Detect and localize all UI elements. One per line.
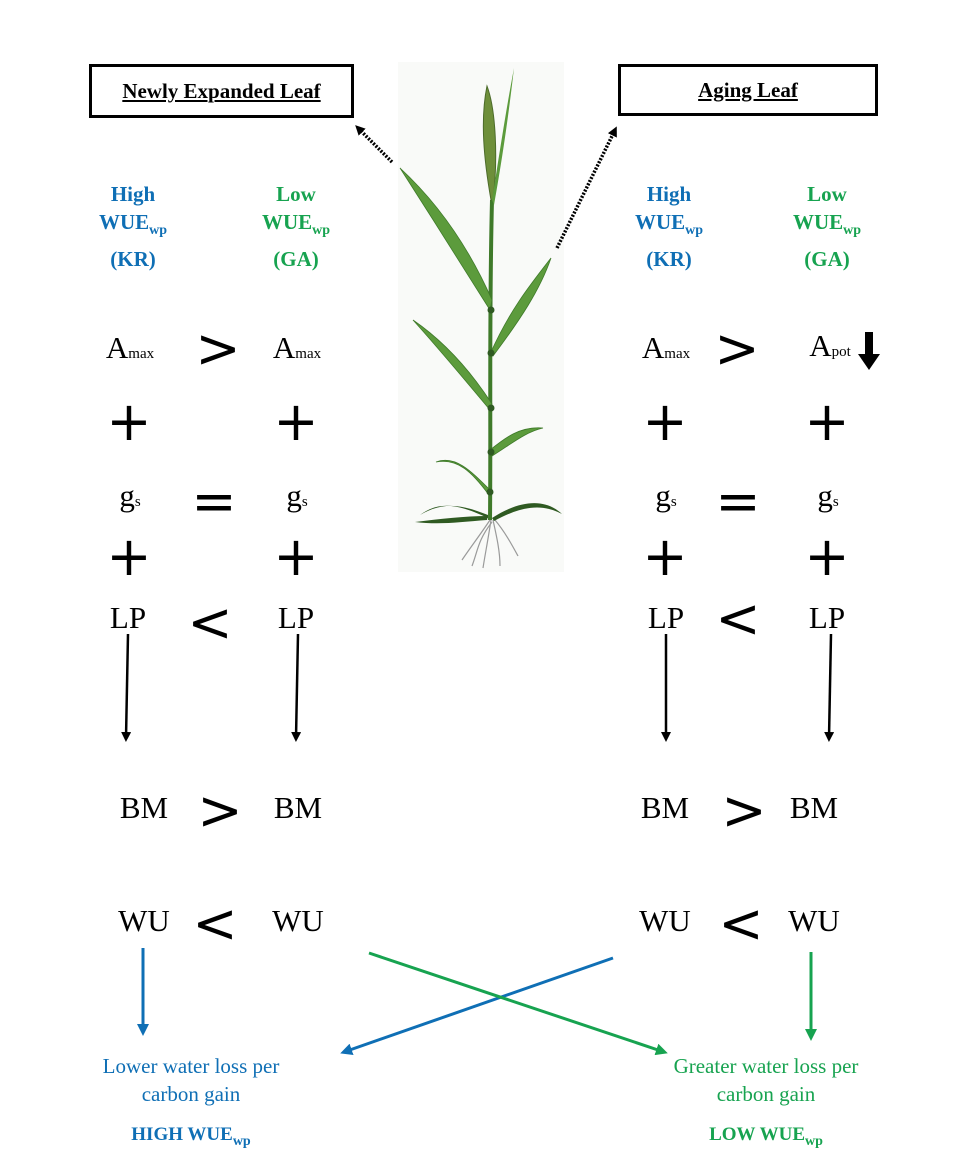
header-low-wue: WUEwp: [261, 210, 331, 239]
operator-less-lp-left: <: [187, 591, 233, 654]
operator-greater-amax-right: >: [714, 317, 760, 380]
grass-plant-illustration: [398, 62, 564, 572]
operator-less-lp-right: <: [715, 587, 761, 650]
amax-term-2: Amax: [272, 330, 322, 365]
plus-sign: +: [106, 390, 152, 453]
outcome-arrow-blue-cross: [340, 956, 614, 1056]
outcome-lower-water-loss: Lower water loss per carbon gain: [102, 1054, 280, 1106]
amax-term-1: Amax: [105, 330, 155, 365]
lp-term-1: LP: [109, 600, 147, 635]
header-high-line1: High: [646, 182, 692, 206]
header-high-wue-right: High WUEwp (KR): [609, 180, 729, 273]
lp-to-bm-arrow-2: [291, 633, 302, 742]
pointer-arrow-right: [555, 126, 617, 249]
gs-term-2: gs: [286, 478, 308, 513]
gs-term-4: gs: [817, 478, 839, 513]
outcome-high-wue: HIGH WUEwp: [131, 1124, 251, 1149]
header-high-line3: (KR): [110, 247, 156, 272]
gs-term-3: gs: [655, 478, 677, 513]
wu-term-2: WU: [272, 903, 324, 938]
title-aging-leaf-text: Aging Leaf: [698, 77, 798, 102]
operator-less-wu-right: <: [718, 892, 764, 955]
down-arrow-icon: [858, 332, 880, 370]
gs-term-1: gs: [119, 478, 141, 513]
lp-term-2: LP: [277, 600, 315, 635]
header-high-wue: WUEwp: [98, 210, 168, 239]
operator-equal-left: =: [191, 470, 237, 533]
outcome-low-wue: LOW WUEwp: [709, 1124, 823, 1149]
operator-greater-bm-left: >: [197, 779, 243, 842]
operator-equal-right: =: [715, 470, 761, 533]
bm-term-1: BM: [119, 790, 169, 825]
pointer-arrow-left: [355, 125, 394, 164]
title-newly-expanded-leaf: Newly Expanded Leaf: [89, 64, 354, 118]
wu-term-3: WU: [639, 903, 691, 938]
outcome-greater-water-loss: Greater water loss per carbon gain: [673, 1054, 859, 1106]
header-high-wue: WUEwp: [634, 210, 704, 239]
operator-greater-bm-right: >: [721, 779, 767, 842]
header-high-wue-left: High WUEwp (KR): [73, 180, 193, 273]
outcome-arrow-green-cross: [368, 951, 668, 1056]
plus-sign: +: [804, 525, 850, 588]
header-low-line3: (GA): [804, 247, 850, 272]
title-aging-leaf: Aging Leaf: [618, 64, 878, 116]
plus-sign: +: [273, 525, 319, 588]
header-low-line1: Low: [807, 182, 847, 206]
header-low-line1: Low: [276, 182, 316, 206]
bm-term-4: BM: [789, 790, 839, 825]
header-low-wue: WUEwp: [792, 210, 862, 239]
operator-less-wu-left: <: [192, 892, 238, 955]
title-newly-expanded-leaf-text: Newly Expanded Leaf: [122, 78, 321, 103]
header-low-line3: (GA): [273, 247, 319, 272]
operator-greater-amax-left: >: [195, 317, 241, 380]
apot-term: Apot: [809, 328, 851, 363]
header-low-wue-right: Low WUEwp (GA): [767, 180, 887, 273]
lp-to-bm-arrow-4: [824, 633, 835, 742]
lp-term-3: LP: [647, 600, 685, 635]
wu-term-4: WU: [788, 903, 840, 938]
plus-sign: +: [804, 390, 850, 453]
lp-to-bm-arrow-1: [121, 633, 132, 742]
wu-term-1: WU: [118, 903, 170, 938]
amax-term-3: Amax: [641, 330, 691, 365]
header-high-line3: (KR): [646, 247, 692, 272]
bm-term-2: BM: [273, 790, 323, 825]
plus-sign: +: [273, 390, 319, 453]
header-high-line1: High: [110, 182, 156, 206]
lp-term-4: LP: [808, 600, 846, 635]
plus-sign: +: [642, 390, 688, 453]
header-low-wue-left: Low WUEwp (GA): [236, 180, 356, 273]
bm-term-3: BM: [640, 790, 690, 825]
plus-sign: +: [642, 525, 688, 588]
plus-sign: +: [106, 525, 152, 588]
